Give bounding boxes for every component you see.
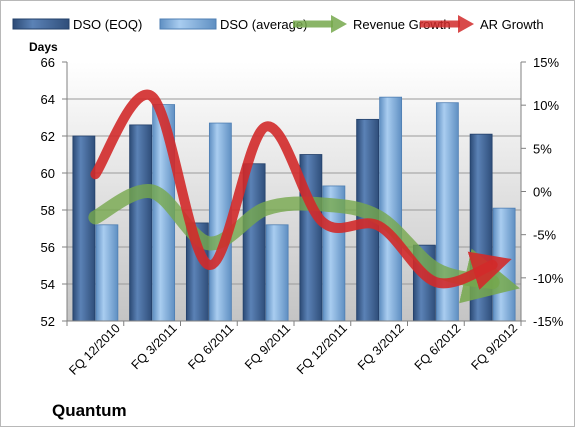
y-tick-label: 58 [41, 203, 55, 218]
y2-tick-label: 0% [533, 185, 552, 200]
y2-tick-label: -5% [533, 228, 557, 243]
y-tick-label: 60 [41, 166, 55, 181]
bar-dso-average- [379, 96, 403, 322]
legend-arrow [331, 15, 347, 33]
legend: DSO (EOQ) DSO (average) Revenue Growth AR G… [12, 15, 544, 33]
y-tick-label: 56 [41, 240, 55, 255]
line-ar-growth [90, 89, 512, 290]
y2-tick-label: 10% [533, 98, 559, 113]
bar-dso-eoq- [469, 133, 493, 322]
y2-tick-label: 15% [533, 55, 559, 70]
y-tick-label: 64 [41, 92, 55, 107]
bar-dso-eoq- [72, 135, 96, 322]
legend-swatch [159, 18, 217, 30]
bar-dso-eoq- [129, 124, 153, 322]
y-tick-label: 62 [41, 129, 55, 144]
y-tick-label: 66 [41, 55, 55, 70]
bar-dso-average- [265, 224, 289, 322]
legend-arrow [458, 15, 474, 33]
bar-dso-average- [435, 102, 459, 322]
y-tick-label: 54 [41, 277, 55, 292]
y-tick-label: 52 [41, 314, 55, 329]
growth-lines [88, 89, 520, 304]
legend-label: DSO (average) [220, 17, 307, 32]
y2-tick-label: 5% [533, 141, 552, 156]
line-revenue-growth [88, 184, 520, 304]
chart-title: Quantum [52, 401, 127, 420]
bar-dso-eoq- [242, 163, 266, 322]
y2-tick-label: -10% [533, 271, 564, 286]
legend-label: DSO (EOQ) [73, 17, 142, 32]
bar-dso-average- [95, 224, 119, 322]
y-axis-title: Days [29, 40, 58, 54]
legend-label: AR Growth [480, 17, 544, 32]
y2-tick-label: -15% [533, 314, 564, 329]
legend-swatch [12, 18, 70, 30]
